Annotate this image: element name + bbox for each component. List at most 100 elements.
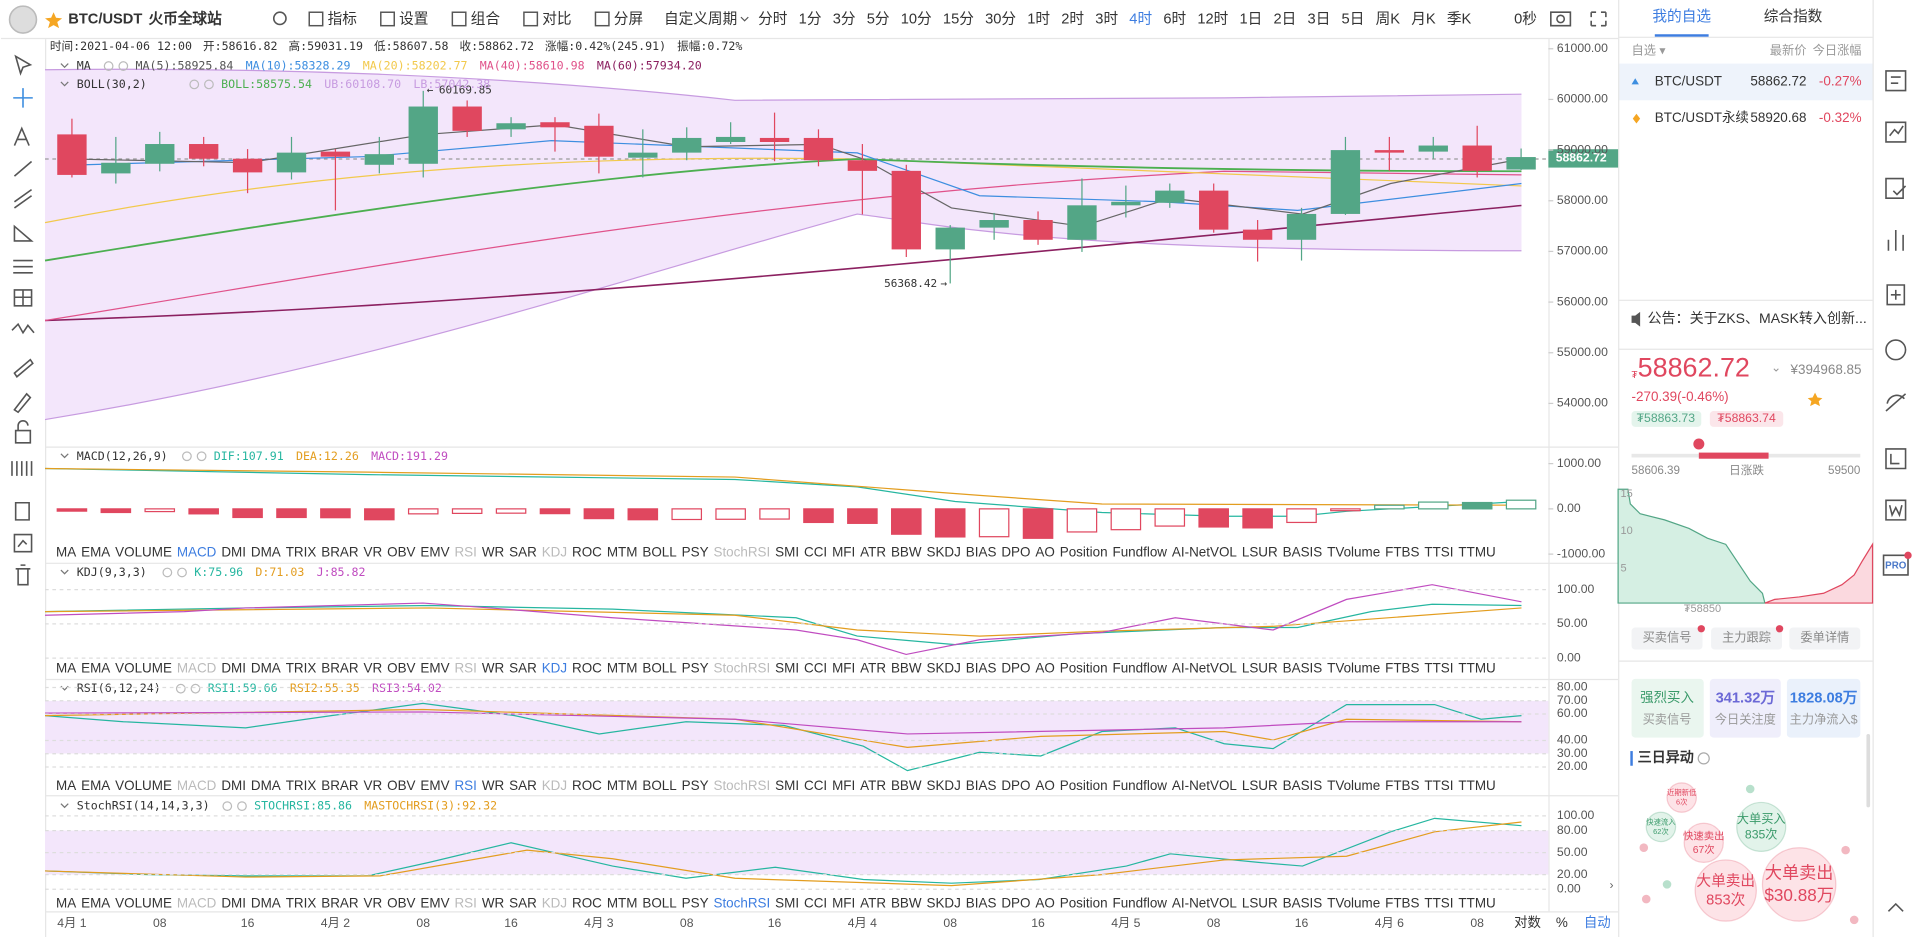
indicator-tab[interactable]: BASIS (1283, 896, 1323, 911)
indicator-tab[interactable]: TTMU (1458, 896, 1495, 911)
icon[interactable] (1885, 448, 1907, 470)
gear-icon[interactable] (204, 79, 214, 90)
indicator-tab[interactable]: BOLL (642, 778, 677, 793)
indicator-tab[interactable]: DPO (1001, 544, 1030, 559)
notice[interactable]: 公告：关于ZKS、MASK转入创新... (1647, 310, 1866, 326)
template-tool[interactable] (13, 533, 33, 553)
icon[interactable] (1885, 177, 1907, 199)
order-button[interactable]: 委单详情 (1800, 630, 1849, 645)
indicator-tab[interactable]: TTSI (1424, 778, 1453, 793)
gear-icon[interactable] (190, 683, 201, 694)
indicator-tab[interactable]: SMI (775, 544, 799, 559)
indicator-tab[interactable]: Fundflow (1112, 544, 1167, 559)
indicator-tab[interactable]: KDJ (542, 896, 567, 911)
indicator-tab[interactable]: AI-NetVOL (1172, 544, 1237, 559)
line-tool[interactable] (13, 160, 33, 177)
indicator-tab[interactable]: OBV (387, 544, 415, 559)
indicator-tab[interactable]: VR (364, 661, 383, 676)
indicator-tab[interactable]: DMI (221, 896, 246, 911)
ruler-tool[interactable] (13, 358, 34, 378)
period-button[interactable]: 3时 (1095, 10, 1118, 27)
indicator-tab[interactable]: ROC (572, 544, 602, 559)
indicator-tab[interactable]: DMI (221, 661, 246, 676)
indicator-tab[interactable]: TTMU (1458, 544, 1495, 559)
indicator-tab[interactable]: MACD (177, 544, 217, 559)
indicator-tab[interactable]: BRAR (321, 778, 359, 793)
collapse-arrow[interactable] (60, 81, 69, 87)
indicator-tab[interactable]: EMA (81, 778, 110, 793)
indicator-tab[interactable]: ROC (572, 661, 602, 676)
indicator-tab[interactable]: PSY (682, 544, 709, 559)
indicator-tab[interactable]: TVolume (1327, 544, 1380, 559)
period-button[interactable]: 周K (1376, 10, 1401, 27)
indicator-tab[interactable]: EMV (420, 661, 449, 676)
favorite-star[interactable] (45, 12, 63, 29)
star[interactable] (1807, 392, 1823, 407)
indicator-tab[interactable]: MA (56, 661, 76, 676)
collapse-arrow[interactable] (60, 803, 69, 809)
indicator-tab[interactable]: TRIX (286, 896, 317, 911)
indicator-tab[interactable]: SMI (775, 896, 799, 911)
icon[interactable] (1885, 393, 1907, 412)
indicator-tab[interactable]: MACD (177, 661, 217, 676)
period-button[interactable]: 1分 (799, 10, 822, 27)
indicator-tab[interactable]: OBV (387, 661, 415, 676)
indicator-tab[interactable]: BIAS (966, 544, 997, 559)
period-button[interactable]: 2日 (1274, 11, 1297, 27)
indicator-tab[interactable]: BIAS (966, 778, 997, 793)
indicator-tab[interactable]: Fundflow (1112, 896, 1167, 911)
indicator-tab[interactable]: WR (482, 778, 505, 793)
lock-tool[interactable] (14, 420, 32, 444)
indicator-tab[interactable]: StochRSI (713, 778, 770, 793)
eye-icon[interactable] (189, 79, 200, 90)
indicator-tab[interactable]: StochRSI (713, 661, 770, 676)
indicator-tab[interactable]: MFI (832, 544, 855, 559)
indicator-tab[interactable]: DMA (251, 896, 281, 911)
indicator-tab[interactable]: DMA (251, 544, 281, 559)
indicator-tab[interactable]: VOLUME (115, 778, 172, 793)
indicator-tab[interactable]: MFI (832, 661, 855, 676)
indicator-tab[interactable]: MA (56, 896, 76, 911)
period-button[interactable]: 1日 (1240, 11, 1263, 27)
indicator-tab[interactable]: AI-NetVOL (1172, 661, 1237, 676)
period-button[interactable]: 分时 (758, 10, 788, 27)
indicator-tab[interactable]: LSUR (1242, 544, 1278, 559)
indicator-tab[interactable]: PSY (682, 661, 709, 676)
indicator-tab[interactable]: Fundflow (1112, 661, 1167, 676)
indicator-tab[interactable]: DMI (221, 778, 246, 793)
indicator-tab[interactable]: SAR (509, 778, 537, 793)
indicator-tab[interactable]: AO (1035, 896, 1054, 911)
indicator-tab[interactable]: OBV (387, 896, 415, 911)
indicator-tab[interactable]: MTM (607, 544, 638, 559)
indicator-tab[interactable]: ROC (572, 896, 602, 911)
back-to-top[interactable] (1887, 902, 1904, 912)
indicator-tab[interactable]: BASIS (1283, 778, 1323, 793)
period-button[interactable]: 30分 (985, 10, 1016, 27)
indicator-tab[interactable]: LSUR (1242, 896, 1278, 911)
indicator-tab[interactable]: BRAR (321, 661, 359, 676)
indicator-tab[interactable]: CCI (804, 661, 827, 676)
indicator-tab[interactable]: SMI (775, 661, 799, 676)
indicator-tab[interactable]: TVolume (1327, 778, 1380, 793)
indicator-tab[interactable]: AO (1035, 778, 1054, 793)
eye-icon[interactable] (103, 61, 114, 71)
eye-icon[interactable] (175, 683, 186, 694)
period-button[interactable]: 5日 (1342, 11, 1365, 27)
wave-tool[interactable] (11, 322, 35, 335)
indicator-tab[interactable]: MTM (607, 778, 638, 793)
indicator-tab[interactable]: ATR (860, 661, 886, 676)
indicator-tab[interactable]: BRAR (321, 544, 359, 559)
indicator-tab[interactable]: PSY (682, 778, 709, 793)
period-button[interactable]: 4时 (1129, 10, 1152, 27)
indicator-tab[interactable]: SKDJ (927, 544, 961, 559)
pair-name[interactable]: BTC/USDT永续 (1655, 110, 1749, 125)
indicator-tab[interactable]: Position (1060, 778, 1108, 793)
indicator-tab[interactable]: SMI (775, 778, 799, 793)
tab[interactable]: 综合指数 (1764, 8, 1823, 25)
text-tool[interactable] (13, 126, 30, 146)
tool-icon[interactable] (523, 11, 539, 27)
indicator-tab[interactable]: AO (1035, 661, 1054, 676)
period-button[interactable]: 5分 (867, 10, 890, 27)
indicator-tab[interactable]: EMV (420, 778, 449, 793)
indicator-tab[interactable]: WR (482, 896, 505, 911)
